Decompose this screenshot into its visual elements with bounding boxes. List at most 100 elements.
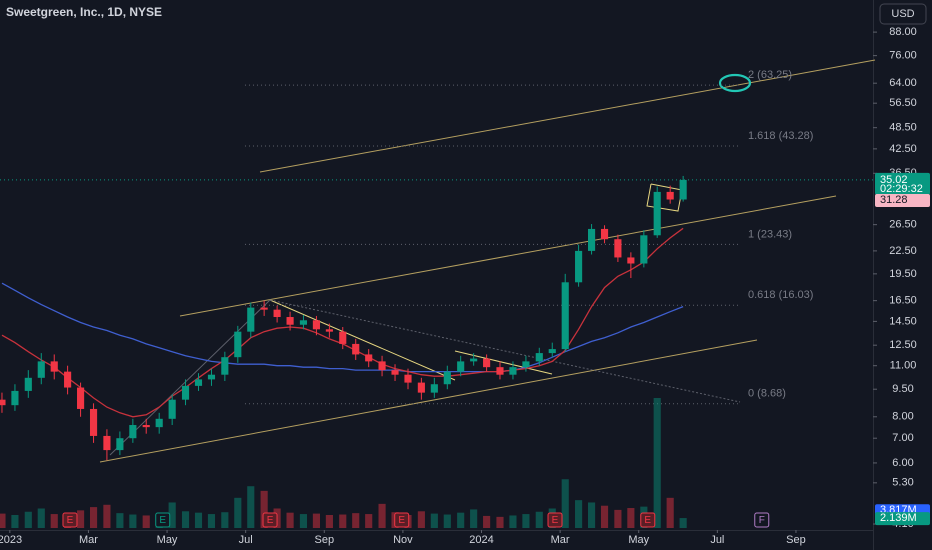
x-tick-label: Sep — [314, 534, 334, 546]
volume-bar — [286, 512, 294, 528]
channel-line — [259, 59, 876, 173]
event-label: E — [267, 515, 274, 526]
y-tick-label: 14.50 — [889, 315, 917, 327]
volume-label: 2.139M — [880, 512, 917, 524]
y-tick-label: 7.00 — [892, 432, 913, 444]
y-tick-label: 12.50 — [889, 339, 917, 351]
volume-bar — [234, 497, 242, 528]
candle-body — [352, 343, 360, 355]
event-marker — [62, 512, 78, 528]
candle-body — [509, 367, 517, 375]
volume-bar — [443, 514, 451, 528]
y-tick-label: 6.00 — [892, 457, 913, 469]
volume-bar — [325, 515, 333, 528]
y-tick-label: 22.50 — [889, 245, 917, 257]
candle-body — [77, 387, 85, 409]
volume-bar — [666, 497, 674, 528]
candle-body — [417, 382, 425, 393]
candle-body — [535, 353, 543, 362]
currency-label[interactable]: USD — [891, 8, 914, 20]
candle-body — [325, 329, 333, 332]
volume-bar — [509, 515, 517, 528]
volume-bar — [37, 508, 45, 528]
y-tick-label: 11.00 — [890, 360, 917, 372]
candle-body — [457, 361, 465, 372]
volume-bar — [378, 503, 386, 528]
candle-body — [50, 361, 58, 372]
event-label: E — [644, 515, 651, 526]
candle-body — [679, 179, 687, 200]
volume-bar — [587, 502, 596, 528]
candle-body — [614, 239, 622, 258]
y-tick-label: 64.00 — [889, 77, 917, 89]
candle-body — [391, 370, 399, 375]
candle-body — [273, 309, 281, 318]
y-tick-label: 48.50 — [889, 122, 917, 134]
drawings — [99, 59, 876, 463]
x-tick-label: 2024 — [469, 534, 493, 546]
highlight-circle — [718, 73, 752, 93]
volume-bar — [260, 490, 268, 528]
candle-body — [116, 438, 124, 451]
candle-body — [0, 399, 6, 406]
candle-body — [24, 377, 32, 391]
volume-label: 3.817M — [880, 504, 917, 516]
event-marker — [262, 512, 278, 528]
candle-body — [181, 385, 190, 400]
candle-body — [168, 399, 176, 419]
currency-button[interactable] — [879, 3, 927, 25]
candle-body — [483, 358, 491, 368]
volume-bar — [24, 511, 32, 528]
candle-body — [142, 425, 150, 428]
volume-bar — [457, 512, 465, 528]
event-label: F — [759, 515, 765, 526]
fib-base-line — [269, 299, 741, 403]
event-marker — [155, 512, 171, 528]
candle-body — [378, 361, 386, 371]
candle-body — [443, 371, 451, 385]
volume-bar — [614, 509, 622, 528]
volume-bar — [11, 515, 19, 528]
y-tick-label: 5.30 — [892, 477, 913, 489]
candle-body — [561, 282, 569, 350]
x-tick-label: May — [157, 534, 178, 546]
candle-body — [64, 371, 72, 388]
fib-label: 0 (8.68) — [748, 388, 786, 400]
volume-bar — [312, 513, 320, 528]
price-box — [875, 194, 930, 208]
candle-body — [339, 331, 347, 344]
volume-bar — [339, 514, 347, 528]
volume-bar — [352, 513, 360, 528]
volume-bar — [679, 518, 687, 528]
candle-body — [260, 307, 268, 310]
candle-body — [234, 331, 242, 358]
trend-line — [269, 299, 456, 381]
last-price-label: 35.02 — [880, 174, 908, 186]
volume-bar — [430, 513, 438, 528]
volume-bar — [221, 512, 229, 528]
candle-body — [286, 317, 294, 325]
volume-bar — [600, 505, 609, 528]
volume-bar — [365, 514, 373, 528]
volume-bar — [194, 512, 203, 528]
event-marker — [394, 512, 410, 528]
volume-bar — [129, 514, 137, 528]
chart-title: Sweetgreen, Inc., 1D, NYSE — [6, 5, 162, 19]
candle-body — [548, 349, 556, 354]
y-tick-label: 26.50 — [889, 219, 917, 231]
x-tick-label: May — [628, 534, 649, 546]
candle-body — [37, 361, 45, 378]
candle-body — [404, 374, 412, 383]
fib-label: 2 (63.25) — [748, 69, 792, 81]
event-label: E — [398, 515, 405, 526]
candle-body — [103, 435, 111, 451]
volume-bar — [89, 507, 98, 528]
flag — [646, 183, 683, 212]
candle-body — [299, 320, 308, 325]
volume-bar — [653, 398, 661, 528]
volume-bar — [181, 511, 190, 528]
y-tick-label: 76.00 — [889, 50, 917, 62]
x-tick-label: Jul — [239, 534, 253, 546]
